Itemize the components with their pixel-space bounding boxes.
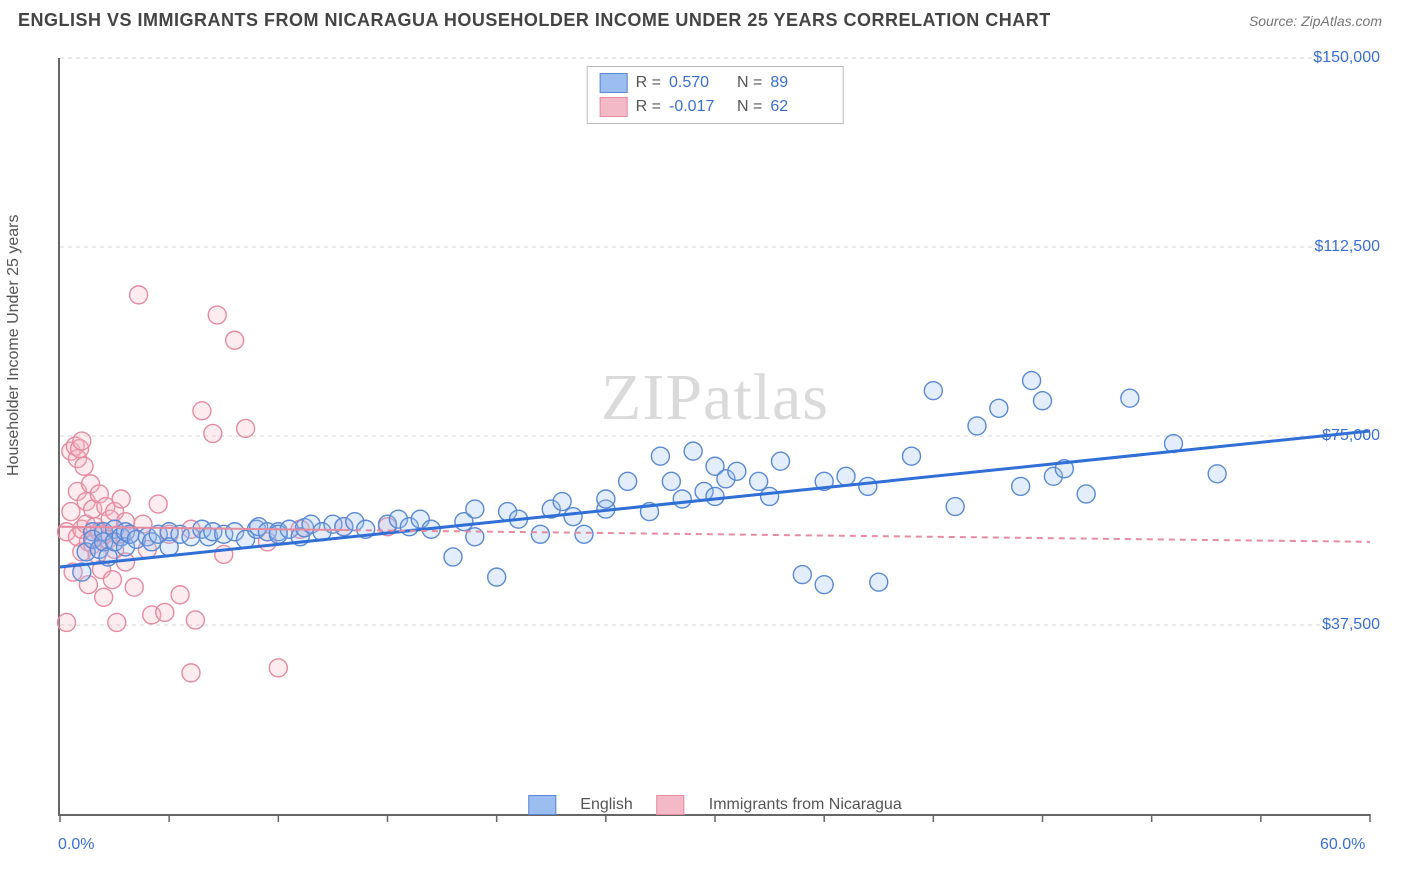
swatch-nicaragua [600, 97, 628, 117]
legend-nicaragua-R: -0.017 [669, 98, 729, 116]
legend-english-N: 89 [770, 74, 830, 92]
bottom-legend: English Immigrants from Nicaragua [528, 795, 901, 815]
x-tick-label: 0.0% [58, 836, 94, 854]
plot-area: ZIPatlas R = 0.570 N = 89 R = -0.017 N =… [58, 58, 1370, 816]
x-tick-label: 60.0% [1320, 836, 1365, 854]
y-tick-label: $75,000 [1322, 427, 1380, 445]
legend-row-nicaragua: R = -0.017 N = 62 [600, 95, 831, 119]
legend-english-label: English [580, 796, 632, 814]
legend-row-english: R = 0.570 N = 89 [600, 71, 831, 95]
y-tick-label: $37,500 [1322, 616, 1380, 634]
legend-N-label: N = [737, 74, 762, 92]
legend-R-label-2: R = [636, 98, 661, 116]
swatch-english-bottom [528, 795, 556, 815]
swatch-english [600, 73, 628, 93]
y-axis-label: Householder Income Under 25 years [5, 215, 23, 476]
legend-stats-box: R = 0.570 N = 89 R = -0.017 N = 62 [587, 66, 844, 124]
y-tick-label: $112,500 [1314, 238, 1380, 256]
legend-nicaragua-N: 62 [770, 98, 830, 116]
legend-R-label: R = [636, 74, 661, 92]
y-tick-label: $150,000 [1313, 49, 1380, 67]
swatch-nicaragua-bottom [657, 795, 685, 815]
legend-nicaragua-label: Immigrants from Nicaragua [709, 796, 902, 814]
chart-title: ENGLISH VS IMMIGRANTS FROM NICARAGUA HOU… [18, 10, 1051, 31]
legend-N-label-2: N = [737, 98, 762, 116]
legend-english-R: 0.570 [669, 74, 729, 92]
source-label: Source: ZipAtlas.com [1249, 13, 1382, 29]
chart-container: Householder Income Under 25 years ZIPatl… [18, 46, 1388, 856]
